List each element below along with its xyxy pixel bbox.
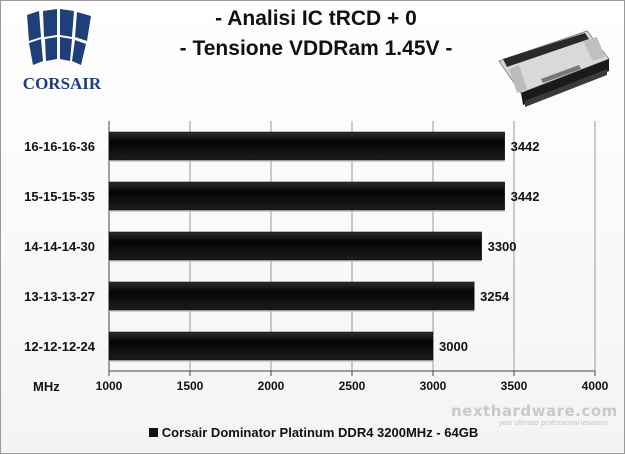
data-label: 3442 [511, 139, 540, 154]
legend: Corsair Dominator Platinum DDR4 3200MHz … [1, 425, 624, 440]
bars-layer [108, 131, 505, 362]
x-tick-label: 2500 [339, 379, 366, 393]
x-tick-label: 3500 [501, 379, 528, 393]
category-label: 15-15-15-35 [24, 189, 95, 204]
x-axis-unit-label: MHz [33, 379, 60, 394]
category-label: 13-13-13-27 [24, 289, 95, 304]
data-label: 3000 [439, 339, 468, 354]
data-label: 3442 [511, 189, 540, 204]
bar [108, 281, 475, 311]
bar [108, 181, 505, 211]
category-label: 14-14-14-30 [24, 239, 95, 254]
x-tick-label: 4000 [582, 379, 609, 393]
x-tick-label: 1500 [177, 379, 204, 393]
data-label: 3254 [480, 289, 510, 304]
x-tick-label: 2000 [258, 379, 285, 393]
chart-title-line1: - Analisi IC tRCD + 0 [215, 7, 417, 30]
category-label: 12-12-12-24 [24, 339, 96, 354]
bar [108, 231, 482, 261]
corsair-logo: CORSAIR [23, 9, 102, 93]
category-label: 16-16-16-36 [24, 139, 95, 154]
x-tick-label: 1000 [96, 379, 123, 393]
chart-title-line2: - Tensione VDDRam 1.45V - [179, 37, 453, 60]
logo-text: CORSAIR [23, 74, 102, 93]
legend-swatch [148, 428, 158, 437]
ram-module-image [498, 30, 610, 107]
data-label: 3300 [488, 239, 517, 254]
x-tick-label: 3000 [420, 379, 447, 393]
bar [108, 131, 505, 161]
bar [108, 331, 434, 361]
labels-layer: 1000 1500 2000 2500 3000 3500 4000 16-16-16-36 3… [24, 139, 608, 393]
legend-label: Corsair Dominator Platinum DDR4 3200MHz … [161, 425, 479, 440]
